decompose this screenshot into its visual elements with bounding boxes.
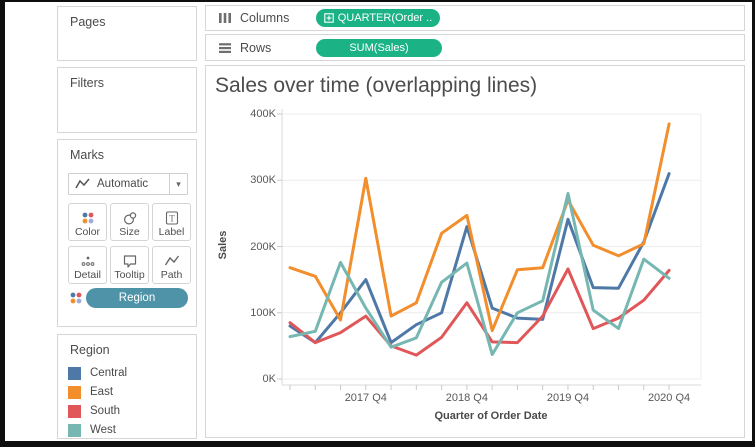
line-east[interactable] [290, 124, 669, 331]
columns-field-pill-label: QUARTER(Order .. [338, 12, 433, 24]
label-t-icon: T [164, 211, 180, 225]
rows-shelf[interactable]: Rows SUM(Sales) [205, 34, 745, 61]
detail-button[interactable]: Detail [68, 246, 107, 284]
mark-type-value: Automatic [97, 178, 169, 190]
x-tick-label: 2019 Q4 [536, 392, 600, 404]
legend-swatch [68, 405, 81, 418]
tableau-workspace: Pages Filters Marks Automatic ▾ C [5, 2, 752, 441]
rows-field-pill-label: SUM(Sales) [349, 42, 408, 54]
mark-type-dropdown[interactable]: Automatic ▾ [68, 173, 188, 195]
rows-shelf-label: Rows [240, 41, 271, 55]
color-dots-icon [80, 211, 96, 225]
tooltip-button[interactable]: Tooltip [110, 246, 149, 284]
pages-shelf[interactable]: Pages [57, 6, 197, 61]
path-button[interactable]: Path [152, 246, 191, 284]
x-tick-label: 2018 Q4 [435, 392, 499, 404]
filters-shelf-label: Filters [70, 76, 104, 90]
size-button[interactable]: Size [110, 203, 149, 241]
y-tick-label: 100K [232, 307, 276, 319]
y-tick-label: 300K [232, 174, 276, 186]
legend-swatch [68, 424, 81, 437]
x-tick-label: 2020 Q4 [637, 392, 701, 404]
region-pill[interactable]: Region [86, 288, 188, 308]
y-tick-label: 200K [232, 241, 276, 253]
color-button-label: Color [75, 226, 100, 238]
marks-card-label: Marks [70, 148, 104, 162]
filters-shelf[interactable]: Filters [57, 67, 197, 133]
legend-title: Region [70, 343, 110, 357]
y-tick-label: 0K [232, 373, 276, 385]
expand-plus-icon [324, 13, 334, 23]
path-button-label: Path [161, 269, 183, 281]
detail-button-label: Detail [74, 269, 101, 281]
rows-icon [218, 42, 232, 54]
svg-text:T: T [169, 214, 175, 224]
size-circles-icon [122, 211, 138, 225]
pages-shelf-label: Pages [70, 15, 105, 29]
columns-shelf[interactable]: Columns QUARTER(Order .. [205, 5, 745, 31]
legend-swatch [68, 367, 81, 380]
columns-shelf-label: Columns [240, 11, 289, 25]
size-button-label: Size [119, 226, 139, 238]
line-central[interactable] [290, 174, 669, 343]
legend-item-west[interactable]: West [68, 422, 116, 438]
y-tick-label: 400K [232, 108, 276, 120]
worksheet: Sales over time (overlapping lines) Sale… [205, 65, 745, 438]
columns-icon [218, 12, 232, 24]
legend-label: West [90, 424, 116, 436]
legend-item-south[interactable]: South [68, 403, 120, 419]
tooltip-bubble-icon [122, 254, 138, 268]
legend-item-central[interactable]: Central [68, 365, 127, 381]
legend-label: East [90, 386, 113, 398]
label-button[interactable]: T Label [152, 203, 191, 241]
line-mark-icon [75, 178, 91, 190]
color-dots-icon [68, 291, 84, 305]
rows-field-pill[interactable]: SUM(Sales) [316, 39, 442, 57]
marks-card: Marks Automatic ▾ Color [57, 139, 197, 327]
label-button-label: Label [159, 226, 185, 238]
path-line-icon [164, 254, 180, 268]
legend-label: Central [90, 367, 127, 379]
legend-label: South [90, 405, 120, 417]
x-tick-label: 2017 Q4 [334, 392, 398, 404]
color-legend-card: Region Central East South West [57, 334, 197, 439]
chevron-down-icon[interactable]: ▾ [169, 174, 187, 194]
columns-field-pill[interactable]: QUARTER(Order .. [316, 9, 440, 27]
legend-swatch [68, 386, 81, 399]
legend-item-east[interactable]: East [68, 384, 113, 400]
line-chart [206, 66, 745, 438]
detail-dots-icon [80, 254, 96, 268]
app-window: Pages Filters Marks Automatic ▾ C [0, 0, 755, 447]
x-axis-title: Quarter of Order Date [381, 410, 601, 422]
color-button[interactable]: Color [68, 203, 107, 241]
tooltip-button-label: Tooltip [114, 269, 144, 281]
